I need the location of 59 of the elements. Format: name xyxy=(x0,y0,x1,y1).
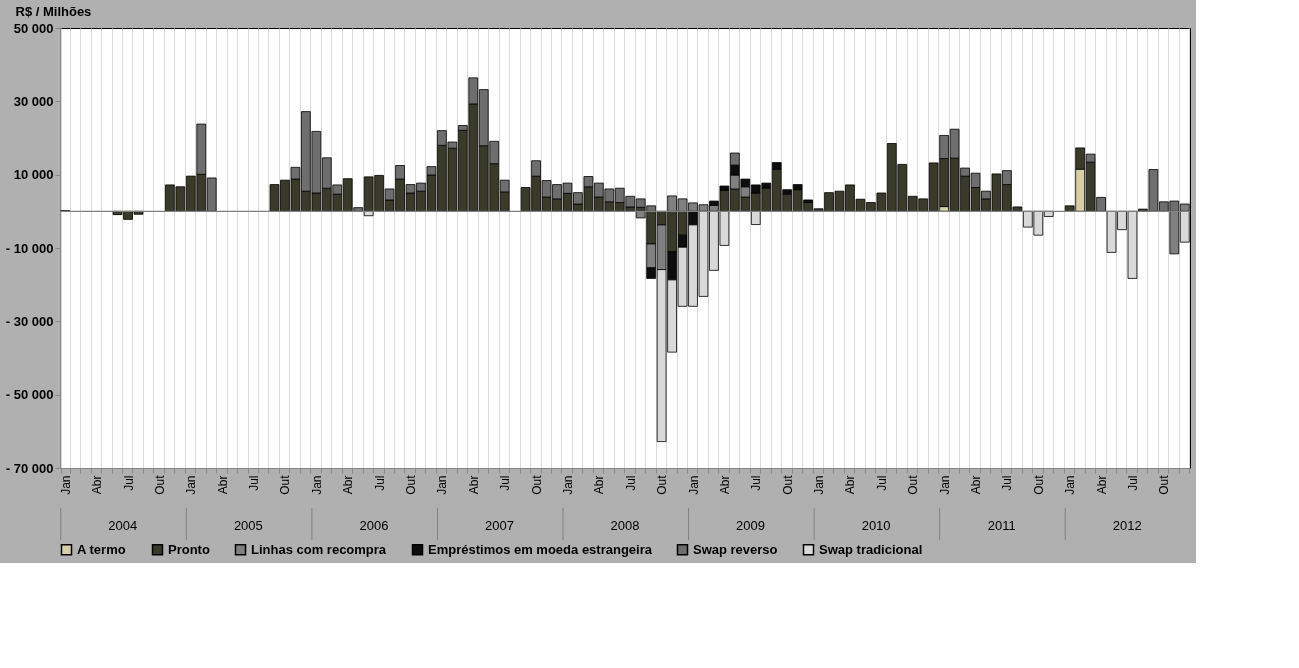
text: 2011 xyxy=(987,518,1016,533)
x-tick-label: Abr xyxy=(1094,475,1109,495)
x-tick-label: Abr xyxy=(843,475,858,495)
x-tick-label: Jan xyxy=(58,475,73,495)
x-tick-label: Jan xyxy=(686,475,701,495)
x-tick-label: Jan xyxy=(937,475,952,495)
x-tick-label: Out xyxy=(1157,474,1172,495)
legend-label: A termo xyxy=(77,541,126,557)
x-tick-label: Out xyxy=(152,474,167,495)
legend-label: Swap reverso xyxy=(693,541,778,557)
y-axis-title: R$ / Milhões xyxy=(15,3,92,19)
x-tick-label: Out xyxy=(780,474,795,495)
text: 2005 xyxy=(233,518,263,533)
x-tick-label: Jul xyxy=(372,475,387,491)
x-tick-label: Jan xyxy=(435,475,450,495)
x-tick-label: Abr xyxy=(215,475,230,495)
x-tick-label: Jan xyxy=(309,475,324,495)
text: 2004 xyxy=(108,518,138,533)
x-tick-label: Jul xyxy=(1125,475,1140,491)
x-tick-label: Jul xyxy=(749,475,764,491)
x-tick-label: Jul xyxy=(247,475,262,491)
x-tick-label: Out xyxy=(278,474,293,495)
y-tick-label: 10 000 xyxy=(13,167,54,183)
x-tick-label: Abr xyxy=(341,475,356,495)
x-tick-label: Out xyxy=(655,474,670,495)
text: 2007 xyxy=(484,518,514,533)
x-tick-label: Jul xyxy=(874,475,889,491)
x-tick-label: Jul xyxy=(121,475,136,491)
x-tick-label: Abr xyxy=(969,475,984,495)
legend-label: Pronto xyxy=(168,541,210,557)
y-tick-label: 30 000 xyxy=(13,93,54,109)
x-tick-label: Out xyxy=(529,474,544,495)
x-tick-label: Jan xyxy=(812,475,827,495)
text: 2006 xyxy=(359,518,389,533)
y-tick-label: - 70 000 xyxy=(5,460,54,476)
x-tick-label: Jul xyxy=(623,475,638,491)
x-tick-label: Out xyxy=(404,474,419,495)
legend-label: Swap tradicional xyxy=(819,541,923,557)
x-tick-label: Abr xyxy=(466,475,481,495)
y-tick-label: - 50 000 xyxy=(5,387,54,403)
legend-label: Empréstimos em moeda estrangeira xyxy=(428,541,653,557)
text: 2009 xyxy=(736,518,766,533)
text: 2012 xyxy=(1112,518,1142,533)
x-tick-label: Abr xyxy=(717,475,732,495)
text: 2010 xyxy=(861,518,891,533)
x-tick-label: Jul xyxy=(1000,475,1015,491)
x-tick-label: Out xyxy=(906,474,921,495)
text: 2008 xyxy=(610,518,640,533)
x-tick-label: Jan xyxy=(1063,475,1078,495)
x-tick-label: Abr xyxy=(592,475,607,495)
y-tick-label: 50 000 xyxy=(13,20,54,36)
y-tick-label: - 10 000 xyxy=(5,240,54,256)
x-tick-label: Jan xyxy=(184,475,199,495)
x-tick-label: Abr xyxy=(90,475,105,495)
x-tick-label: Jul xyxy=(498,475,513,491)
legend-label: Linhas com recompra xyxy=(251,541,387,557)
x-tick-label: Jan xyxy=(560,475,575,495)
x-tick-label: Out xyxy=(1031,474,1046,495)
y-tick-label: - 30 000 xyxy=(5,313,54,329)
